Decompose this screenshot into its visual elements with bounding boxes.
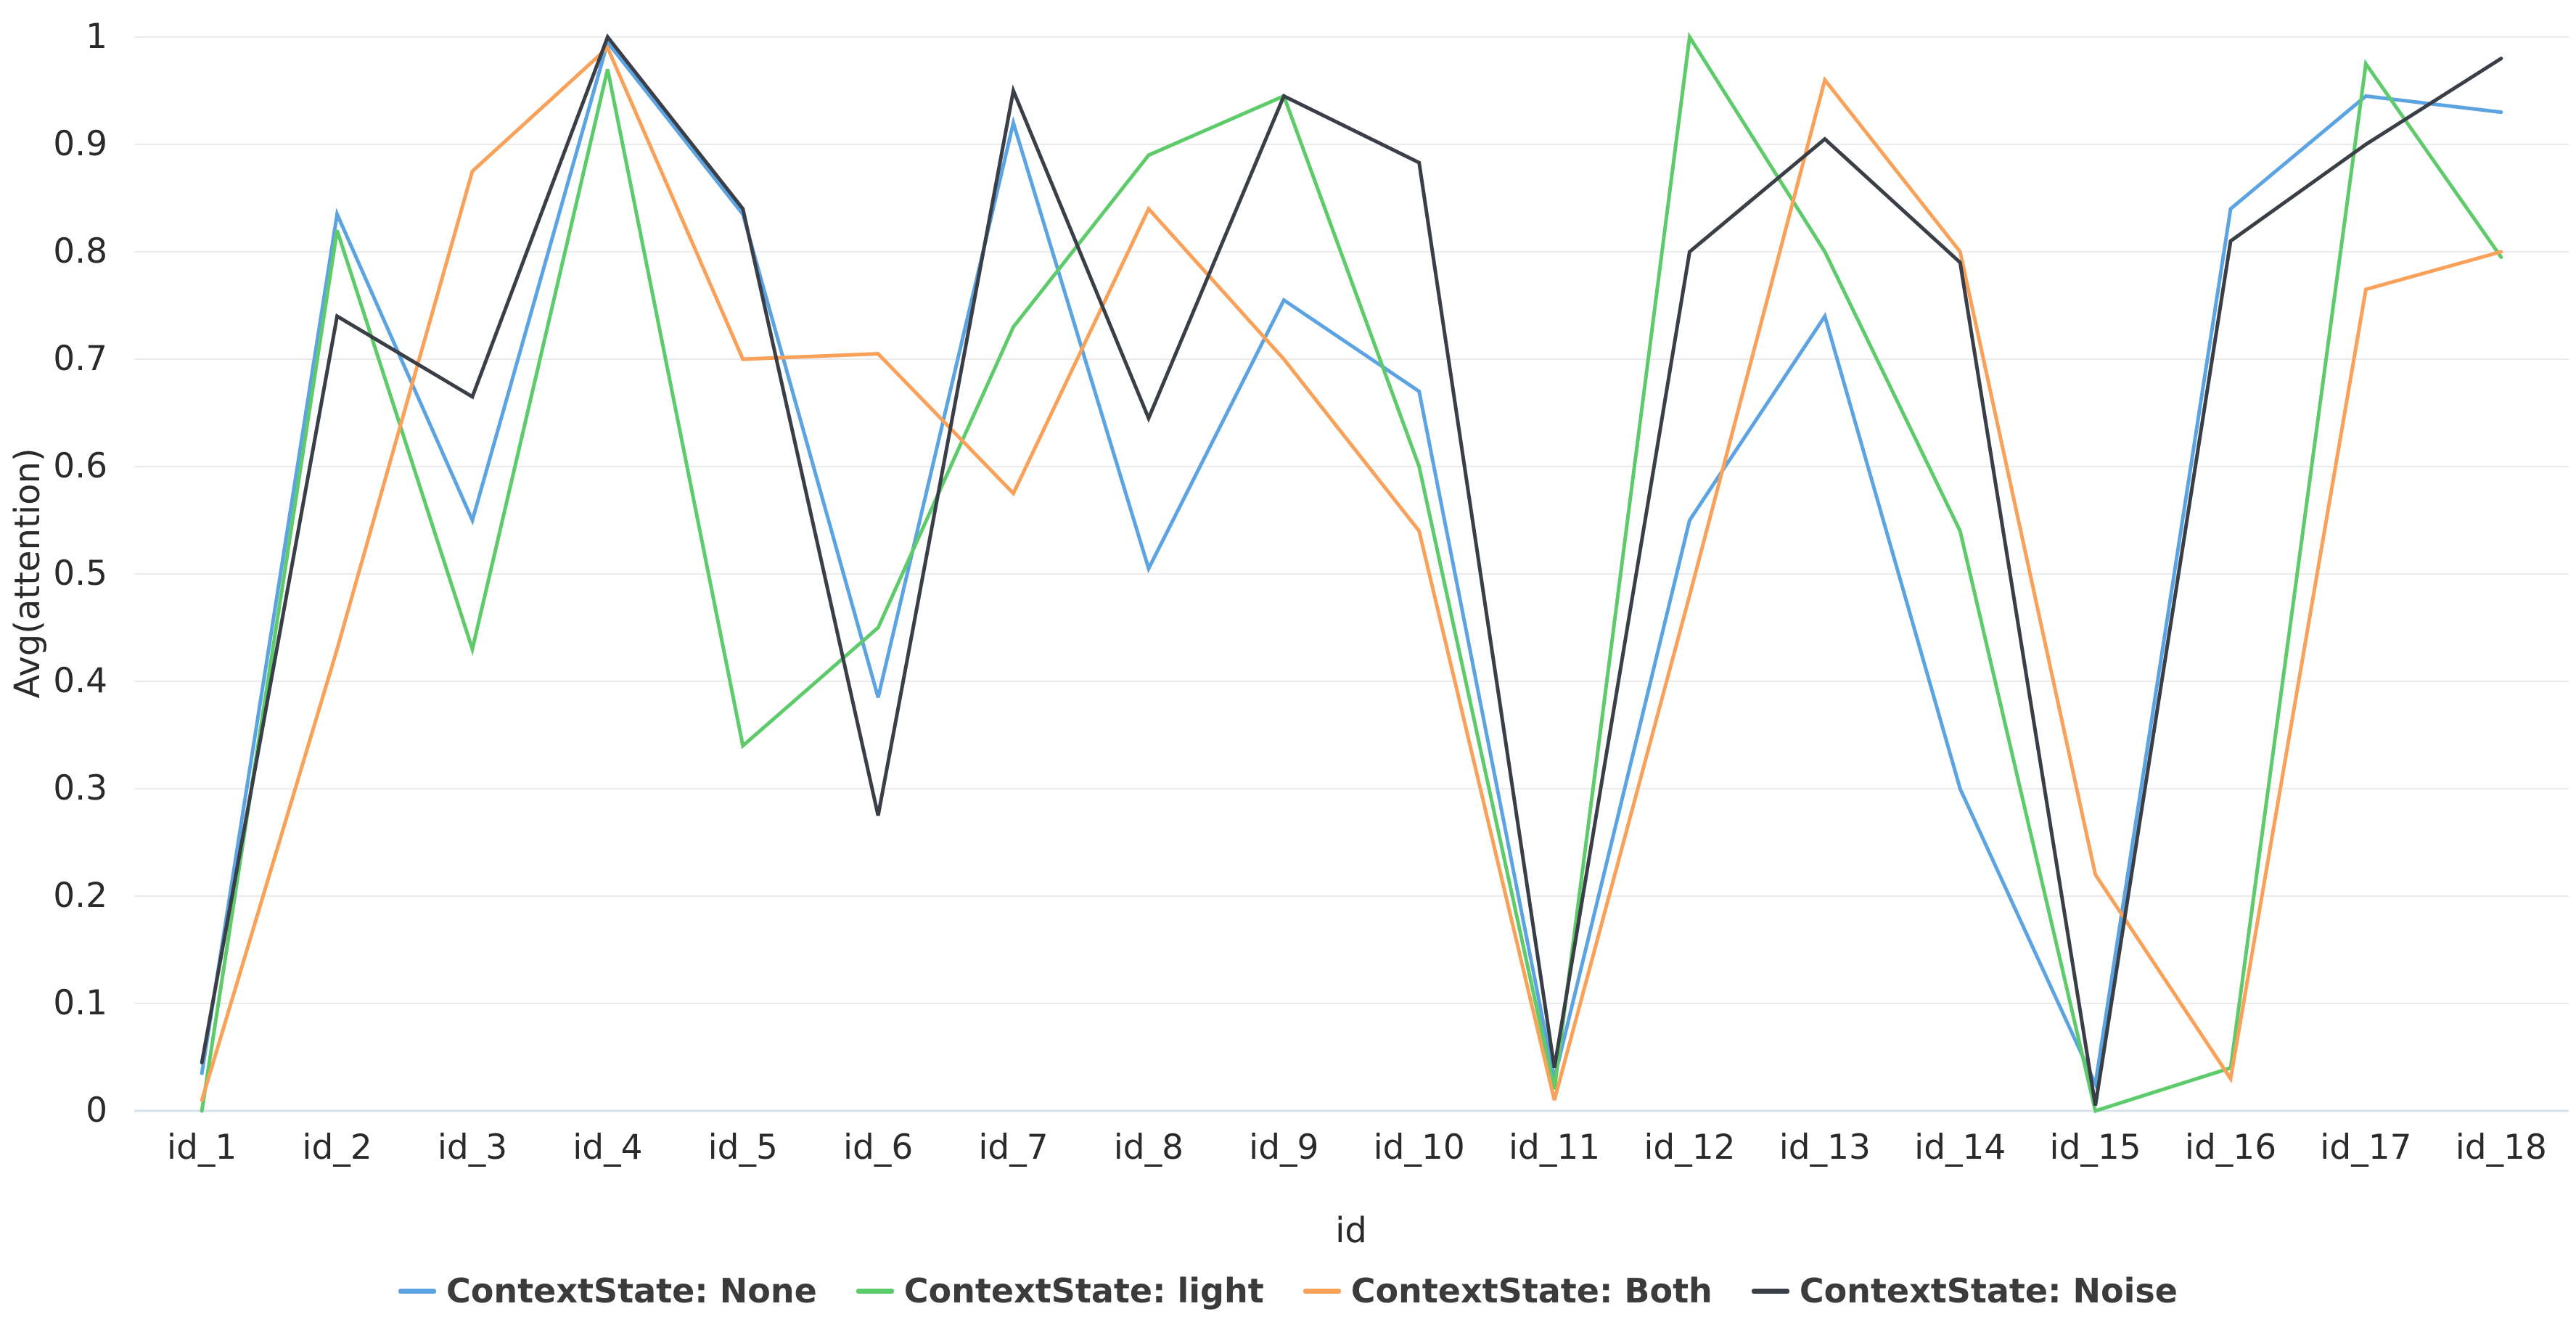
x-tick-label: id_15 (2049, 1128, 2141, 1167)
y-tick-label: 0 (86, 1091, 107, 1130)
legend-item-label: ContextState: light (903, 1271, 1264, 1310)
x-tick-label: id_16 (2184, 1128, 2277, 1167)
y-tick-label: 0.1 (53, 983, 107, 1023)
legend-line-swatch-icon (1303, 1288, 1341, 1294)
series-lines (200, 31, 2503, 1114)
legend-item-label: ContextState: Noise (1799, 1271, 2178, 1310)
x-axis-title: id (1335, 1210, 1367, 1251)
x-tick-label: id_11 (1508, 1128, 1601, 1167)
y-tick-label: 0.3 (53, 768, 107, 808)
series-line (200, 44, 2503, 1102)
series-line (200, 33, 2503, 1106)
legend-line-swatch-icon (856, 1288, 894, 1294)
legend: ContextState: None ContextState: light Con… (0, 1271, 2576, 1310)
y-axis-title: Avg(attention) (7, 448, 48, 699)
series-line (200, 38, 2503, 1091)
series-line (200, 31, 2503, 1114)
x-tick-label: id_3 (437, 1128, 508, 1167)
x-tick-label: id_2 (302, 1128, 372, 1167)
legend-line-swatch-icon (398, 1288, 436, 1294)
y-tick-label: 0.6 (53, 446, 107, 486)
legend-item-label: ContextState: None (446, 1271, 817, 1310)
x-tick-label: id_8 (1113, 1128, 1184, 1167)
x-tick-label: id_5 (707, 1128, 778, 1167)
legend-item[interactable]: ContextState: None (398, 1271, 817, 1310)
x-tick-label: id_14 (1914, 1128, 2006, 1167)
y-tick-label: 0.5 (53, 554, 107, 594)
x-tick-label: id_12 (1644, 1128, 1736, 1167)
y-tick-label: 0.2 (53, 876, 107, 916)
x-tick-label: id_9 (1249, 1128, 1319, 1167)
x-tick-label: id_7 (978, 1128, 1049, 1167)
x-tick-label: id_1 (167, 1128, 237, 1167)
x-tick-label: id_6 (842, 1128, 914, 1167)
x-tick-label: id_10 (1373, 1128, 1465, 1167)
y-tick-label: 0.7 (53, 339, 107, 379)
legend-item[interactable]: ContextState: Noise (1751, 1271, 2178, 1310)
y-tick-label: 1 (86, 17, 107, 57)
x-tick-label: id_18 (2455, 1128, 2547, 1167)
gridlines (134, 36, 2569, 1112)
legend-item-label: ContextState: Both (1350, 1271, 1712, 1310)
y-tick-label: 0.4 (53, 661, 107, 701)
x-tick-label: id_17 (2320, 1128, 2412, 1167)
x-tick-label: id_4 (573, 1128, 643, 1167)
y-tick-label: 0.8 (53, 231, 107, 271)
legend-item[interactable]: ContextState: light (856, 1271, 1264, 1310)
legend-item[interactable]: ContextState: Both (1303, 1271, 1712, 1310)
x-tick-label: id_13 (1779, 1128, 1871, 1167)
y-tick-label: 0.9 (53, 124, 107, 164)
legend-line-swatch-icon (1751, 1288, 1789, 1294)
